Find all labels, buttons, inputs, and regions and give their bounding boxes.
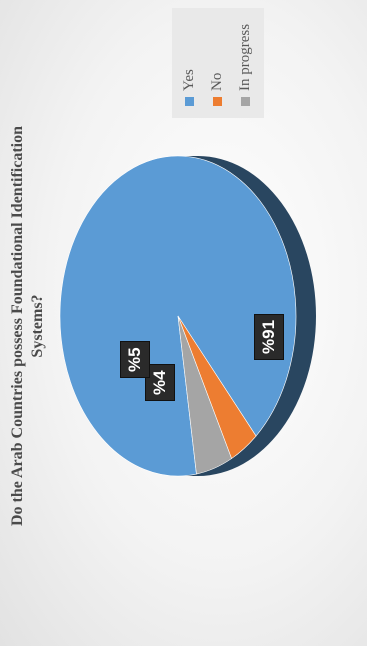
data-label-in-progress: %5 bbox=[120, 341, 150, 378]
legend-swatch-no bbox=[212, 97, 222, 106]
pie-slice-in-progress bbox=[177, 315, 232, 475]
legend-label-yes: Yes bbox=[180, 69, 197, 91]
legend-item-in-progress: In progress bbox=[236, 24, 254, 106]
legend-label-in-progress: In progress bbox=[236, 23, 253, 91]
pie-side-wall bbox=[178, 156, 316, 476]
legend-item-no: No bbox=[208, 73, 226, 106]
legend: Yes No In progress bbox=[172, 8, 264, 118]
data-label-yes: %91 bbox=[254, 313, 284, 360]
legend-item-yes: Yes bbox=[180, 69, 198, 106]
legend-swatch-yes bbox=[184, 97, 194, 106]
legend-swatch-in-progress bbox=[240, 97, 250, 106]
legend-label-no: No bbox=[208, 72, 225, 91]
